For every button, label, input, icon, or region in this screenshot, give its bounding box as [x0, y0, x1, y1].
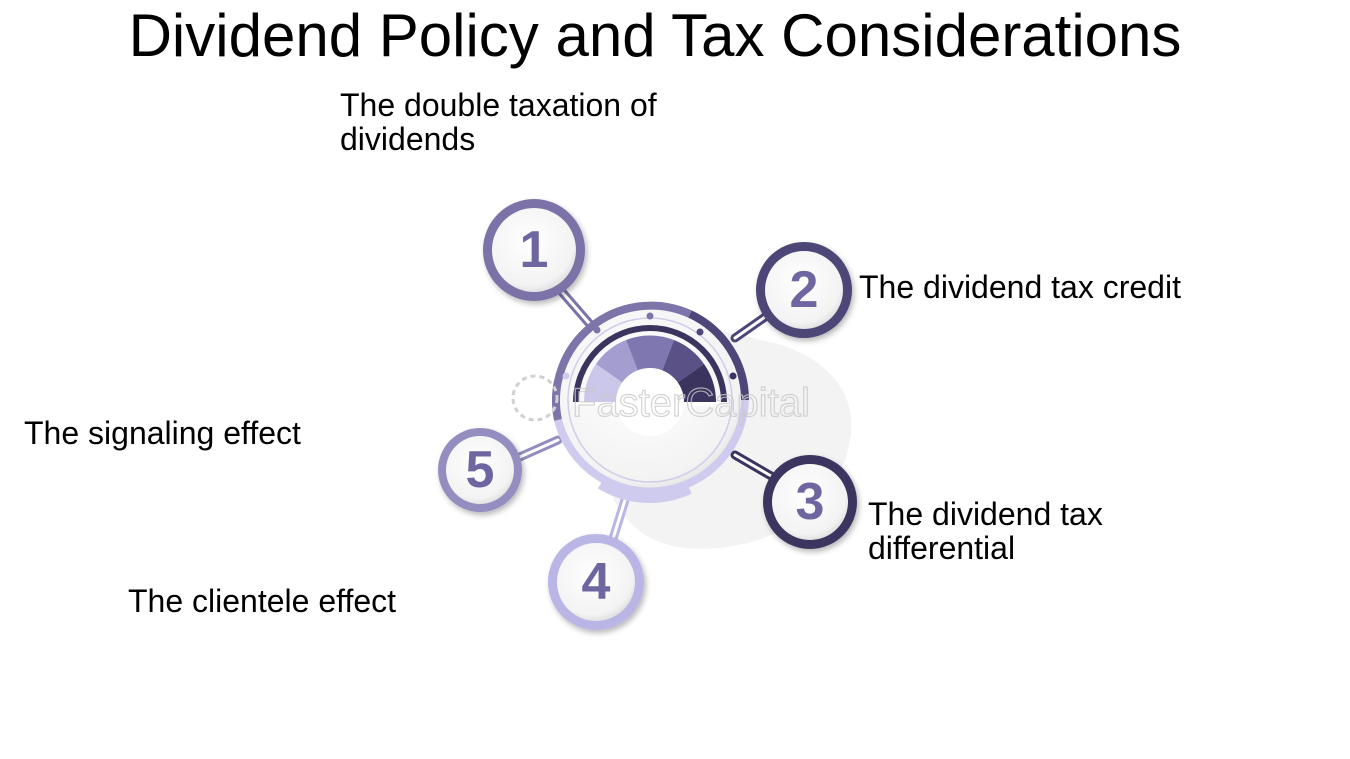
label-1-line-1: The double taxation of [340, 88, 657, 122]
hub-tick-5 [563, 373, 570, 380]
node-4-number: 4 [582, 553, 611, 611]
label-3: The dividend tax differential [868, 497, 1103, 565]
label-3-line-2: differential [868, 531, 1103, 565]
node-1-number: 1 [520, 221, 549, 279]
label-5-line-1: The signaling effect [24, 416, 301, 450]
hub-tick-4 [730, 373, 737, 380]
label-5: The signaling effect [24, 416, 301, 450]
watermark-text: FasterCapital [572, 381, 810, 425]
label-2: The dividend tax credit [859, 270, 1181, 304]
node-2-number: 2 [790, 261, 819, 319]
hub-tick-2 [647, 313, 654, 320]
node-3-number: 3 [796, 473, 825, 531]
label-4: The clientele effect [128, 584, 396, 618]
label-3-line-1: The dividend tax [868, 497, 1103, 531]
label-1: The double taxation of dividends [340, 88, 657, 156]
label-4-line-1: The clientele effect [128, 584, 396, 618]
label-1-line-2: dividends [340, 122, 657, 156]
node-5-number: 5 [466, 441, 495, 499]
hub-tick-3 [697, 329, 704, 336]
hub-tick-1 [594, 327, 601, 334]
label-2-line-1: The dividend tax credit [859, 270, 1181, 304]
watermark-gear-icon [513, 376, 557, 420]
